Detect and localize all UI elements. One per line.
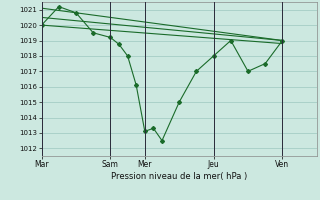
X-axis label: Pression niveau de la mer( hPa ): Pression niveau de la mer( hPa ) xyxy=(111,172,247,181)
